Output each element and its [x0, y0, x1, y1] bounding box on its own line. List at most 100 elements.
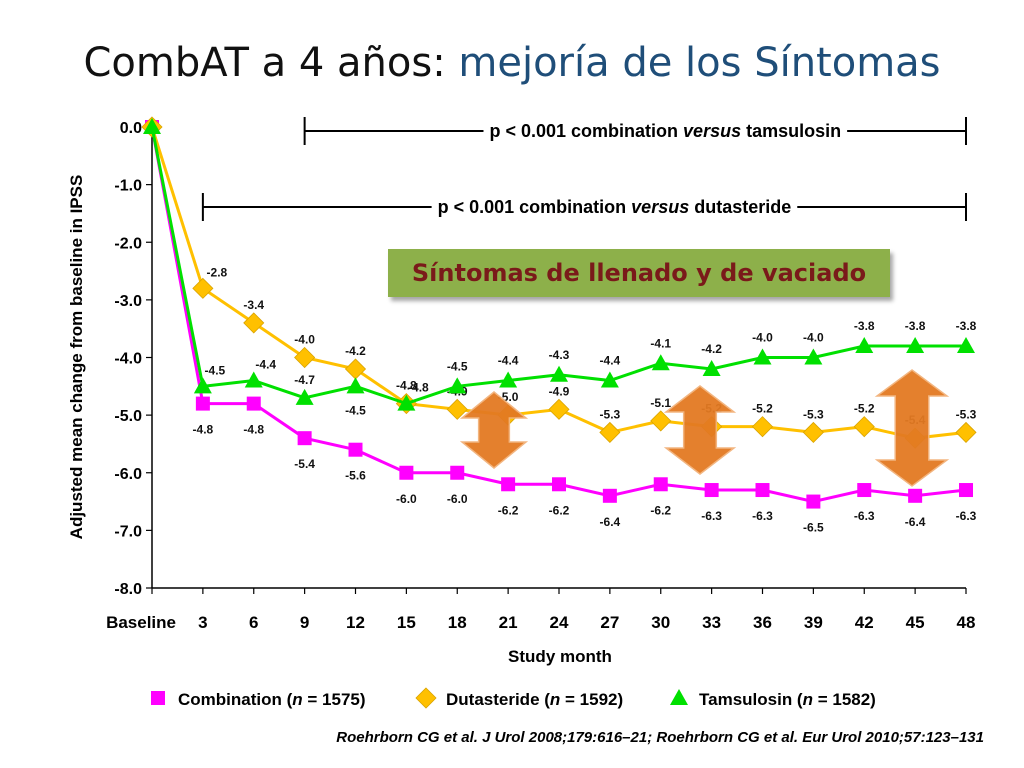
data-label-dutasteride: -5.1 [650, 396, 671, 410]
data-label-tamsulosin: -4.0 [803, 331, 824, 345]
data-point-tamsulosin [702, 360, 721, 377]
data-label-tamsulosin: -4.8 [408, 381, 429, 395]
data-label-tamsulosin: -4.4 [600, 354, 621, 368]
title-accent: mejoría de los Síntomas [458, 40, 941, 86]
y-tick-label: -4.0 [114, 351, 142, 368]
data-point-tamsulosin [448, 377, 467, 394]
y-tick-label: -5.0 [114, 408, 142, 425]
data-label-tamsulosin: -4.3 [549, 348, 570, 362]
data-label-tamsulosin: -3.8 [854, 319, 875, 333]
data-label-dutasteride: -5.2 [854, 402, 875, 416]
x-tick-label: 6 [249, 613, 258, 632]
data-point-combination [297, 431, 312, 446]
callout-box: Síntomas de llenado y de vaciado [388, 249, 890, 297]
data-point-dutasteride [955, 421, 977, 443]
data-point-dutasteride [802, 421, 824, 443]
data-label-dutasteride: -5.3 [803, 407, 824, 421]
data-point-combination [806, 494, 821, 509]
y-tick-label: -8.0 [114, 581, 142, 598]
data-label-combination: -6.0 [447, 492, 468, 506]
data-point-tamsulosin [550, 365, 568, 382]
data-label-tamsulosin: -4.5 [205, 363, 226, 377]
data-point-combination [908, 488, 923, 503]
legend-entry-combination: Combination (n = 1575) [151, 690, 366, 709]
data-point-combination [857, 483, 872, 498]
data-label-combination: -6.2 [498, 503, 519, 517]
legend-marker-tamsulosin [670, 689, 688, 705]
data-label-tamsulosin: -4.5 [447, 359, 468, 373]
significance-annotation: p < 0.001 combination versus tamsulosin [303, 117, 967, 145]
x-tick-label: 36 [753, 613, 772, 632]
data-point-tamsulosin [957, 336, 975, 353]
arrow-shape [459, 391, 529, 469]
data-label-combination: -6.3 [854, 509, 875, 523]
data-label-combination: -6.2 [549, 503, 570, 517]
data-point-combination [450, 465, 465, 480]
data-point-combination [501, 477, 516, 492]
x-tick-label: 12 [346, 613, 365, 632]
series-combination: -4.8 -4.8-5.4-5.6-6.0 -6.0-6.2 -6.2-6.4-6.2… [145, 120, 977, 535]
x-tick-label: 27 [600, 613, 619, 632]
difference-arrow [663, 385, 737, 475]
data-label-combination: -6.4 [905, 515, 926, 529]
data-point-tamsulosin [753, 348, 772, 365]
data-point-tamsulosin [855, 336, 874, 353]
data-label-dutasteride: -3.4 [243, 298, 264, 312]
data-label-combination: -6.3 [752, 509, 773, 523]
data-label-tamsulosin: -4.0 [752, 331, 773, 345]
data-label-dutasteride: -2.8 [207, 265, 228, 279]
data-label-tamsulosin: -3.8 [905, 319, 926, 333]
data-label-tamsulosin: -4.7 [294, 373, 315, 387]
data-point-combination [348, 442, 363, 457]
data-label-combination: -6.3 [956, 509, 977, 523]
data-label-dutasteride: -4.0 [294, 333, 315, 347]
x-tick-label: 33 [702, 613, 721, 632]
citation: Roehrborn CG et al. J Urol 2008;179:616–… [336, 729, 984, 746]
arrow-shape [663, 385, 737, 475]
difference-arrow [874, 369, 950, 487]
x-tick-label: 39 [804, 613, 823, 632]
data-point-combination [959, 483, 973, 498]
slide-title: CombAT a 4 años: mejoría de los Síntomas [0, 40, 1024, 86]
data-label-tamsulosin: -4.1 [650, 336, 671, 350]
data-point-combination [653, 477, 668, 492]
data-point-tamsulosin [499, 371, 518, 388]
y-axis-title: Adjusted mean change from baseline in IP… [67, 175, 86, 540]
data-point-combination [552, 477, 566, 492]
y-tick-label: 0.0 [120, 120, 142, 137]
data-point-tamsulosin [397, 394, 416, 411]
x-tick-label: 48 [957, 613, 976, 632]
data-point-tamsulosin [651, 354, 670, 371]
x-tick-label: 9 [300, 613, 309, 632]
data-label-dutasteride: -5.2 [752, 402, 773, 416]
data-point-dutasteride [243, 312, 265, 334]
y-tick-label: -3.0 [114, 293, 142, 310]
legend-label-combination: Combination (n = 1575) [178, 690, 366, 709]
data-point-dutasteride [650, 410, 672, 432]
significance-annotation: p < 0.001 combination versus dutasteride [201, 193, 967, 221]
x-tick-label: 3 [198, 613, 207, 632]
data-point-dutasteride [446, 398, 468, 420]
data-point-combination [704, 483, 719, 498]
series-line-combination [150, 126, 967, 504]
x-tick-label: 42 [855, 613, 874, 632]
arrow-shape [874, 369, 950, 487]
annotation-text: p < 0.001 combination versus tamsulosin [489, 121, 841, 141]
legend-entry-dutasteride: Dutasteride (n = 1592) [415, 687, 623, 709]
y-tick-label: -1.0 [114, 178, 142, 195]
data-label-dutasteride: -5.3 [600, 407, 621, 421]
x-tick-label: 15 [397, 613, 416, 632]
data-label-dutasteride: -4.2 [345, 344, 366, 358]
data-label-tamsulosin: -4.4 [255, 358, 276, 372]
y-tick-label: -2.0 [114, 235, 142, 252]
x-tick-label: 21 [499, 613, 518, 632]
data-label-tamsulosin: -4.4 [498, 354, 519, 368]
data-point-combination [195, 396, 210, 411]
annotation-text: p < 0.001 combination versus dutasteride [438, 197, 792, 217]
data-label-combination: -6.2 [650, 503, 671, 517]
data-label-combination: -5.6 [345, 469, 366, 483]
series-tamsulosin: -4.5 -4.4 -4.7 -4.5 -4.8 -4.5 -4.4 -4.3 -4.4 -4.1… [143, 118, 977, 417]
legend-entry-tamsulosin: Tamsulosin (n = 1582) [670, 689, 876, 709]
data-point-tamsulosin [143, 118, 161, 134]
x-axis-title: Study month [508, 647, 612, 666]
